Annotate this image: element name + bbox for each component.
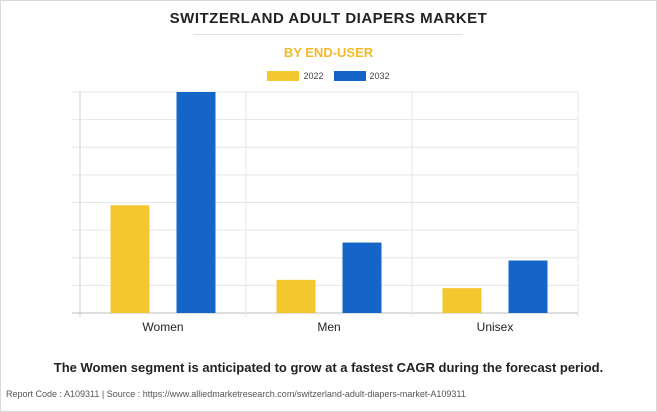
bar-men-2032[interactable] — [342, 242, 382, 313]
x-tick-label-unisex: Unisex — [477, 320, 514, 334]
chart-legend: 2022 2032 — [0, 71, 657, 81]
chart-title: SWITZERLAND ADULT DIAPERS MARKET — [169, 10, 488, 27]
legend-item-2022[interactable]: 2022 — [267, 71, 324, 81]
bar-unisex-2022[interactable] — [442, 288, 482, 313]
bar-unisex-2032[interactable] — [508, 260, 548, 313]
legend-label-2032: 2032 — [369, 71, 390, 81]
chart-caption: The Women segment is anticipated to grow… — [53, 360, 604, 375]
x-tick-label-women: Women — [142, 320, 183, 334]
legend-swatch-2022 — [267, 71, 300, 81]
report-footer: Report Code : A109311 | Source : https:/… — [6, 389, 466, 399]
bar-men-2022[interactable] — [276, 279, 316, 313]
legend-label-2022: 2022 — [303, 71, 324, 81]
chart-subtitle: BY END-USER — [283, 45, 374, 60]
x-tick-label-men: Men — [317, 320, 340, 334]
legend-item-2032[interactable]: 2032 — [333, 71, 390, 81]
bar-women-2032[interactable] — [176, 92, 216, 313]
bar-women-2022[interactable] — [110, 205, 150, 313]
title-divider — [193, 34, 463, 35]
legend-swatch-2032 — [333, 71, 366, 81]
